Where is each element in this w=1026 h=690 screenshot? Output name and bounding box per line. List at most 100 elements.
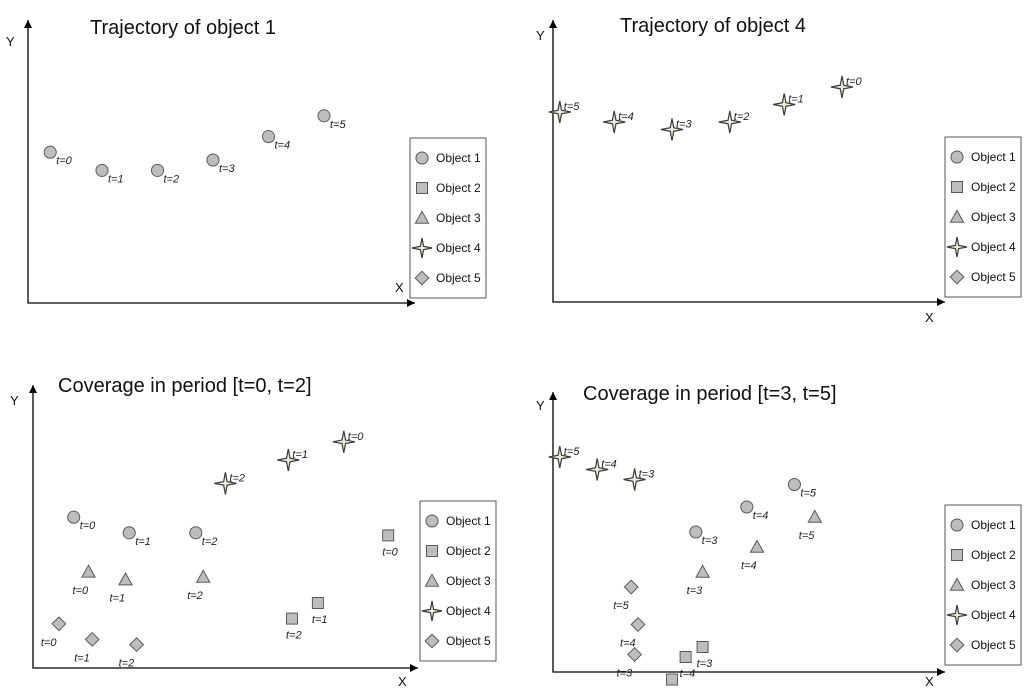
axes	[27, 20, 415, 304]
point-label: t=2	[734, 111, 750, 123]
point-label: t=0	[80, 520, 96, 532]
legend: Object 1 Object 2 Object 3 Object 4 Object 5	[944, 504, 1022, 666]
data-point	[214, 472, 237, 495]
series-object-3: t=3 t=4 t=5	[687, 509, 823, 597]
y-axis-arrow	[29, 385, 37, 393]
legend: Object 1 Object 2 Object 3 Object 4 Object 5	[944, 136, 1022, 298]
point-label: t=2	[202, 536, 218, 548]
data-point	[95, 163, 109, 177]
legend-star-icon	[411, 237, 433, 259]
point-label: t=0	[846, 76, 862, 88]
point-label: t=3	[702, 535, 718, 547]
x-axis-label: X	[925, 674, 934, 689]
legend-entry-label: Object 3	[971, 578, 1016, 592]
data-point	[679, 651, 692, 663]
data-point	[261, 130, 276, 144]
data-point	[189, 526, 203, 540]
legend-entry-label: Object 4	[446, 604, 491, 618]
legend-triangle-icon	[414, 210, 430, 224]
data-point	[660, 118, 684, 141]
series-object-4: t=3 t=4 t=5	[548, 445, 655, 491]
legend-entry-label: Object 2	[971, 180, 1016, 194]
legend-entry-label: Object 1	[436, 151, 481, 165]
point-label: t=5	[564, 101, 580, 113]
data-point	[623, 579, 639, 595]
legend-entry-label: Object 5	[971, 638, 1016, 652]
point-label: t=5	[799, 530, 815, 542]
point-label: t=3	[676, 119, 692, 131]
x-axis-arrow	[407, 299, 415, 307]
axes	[552, 20, 945, 303]
legend-square-icon	[951, 181, 963, 193]
legend-triangle-icon	[949, 577, 965, 591]
data-point	[787, 477, 801, 492]
axes	[32, 385, 418, 669]
data-point	[150, 163, 165, 177]
legend-circle-icon	[950, 518, 964, 532]
point-label: t=0	[56, 155, 72, 167]
data-point	[718, 110, 741, 134]
legend-circle-icon	[415, 151, 429, 165]
legend-entry-label: Object 3	[446, 574, 491, 588]
legend-entry-label: Object 4	[971, 240, 1016, 254]
point-label: t=1	[292, 449, 308, 461]
legend-entry-label: Object 4	[971, 608, 1016, 622]
legend-star-icon	[421, 600, 443, 622]
legend-diamond-icon	[424, 633, 440, 649]
data-point	[118, 571, 133, 586]
point-label: t=1	[108, 173, 124, 185]
chart-panel-4: Coverage in period [t=3, t=5] Y Xt=3 t=4 t=5…	[536, 383, 1022, 689]
point-label: t=4	[618, 111, 634, 123]
point-label: t=4	[275, 140, 291, 152]
data-point	[317, 109, 331, 123]
x-axis-label: X	[395, 280, 404, 295]
y-axis-label: Y	[536, 398, 545, 413]
legend-star-icon	[946, 604, 968, 626]
point-label: t=1	[74, 652, 90, 664]
data-point	[122, 526, 136, 540]
y-axis-arrow	[549, 392, 557, 400]
point-label: t=3	[639, 469, 655, 481]
data-point	[548, 100, 571, 124]
legend-entry-label: Object 5	[436, 271, 481, 285]
point-label: t=2	[286, 630, 302, 642]
point-label: t=3	[617, 668, 633, 680]
series-object-2: t=0 t=1 t=2	[286, 529, 399, 642]
data-point	[382, 529, 395, 542]
data-point	[129, 637, 145, 653]
chart-title: Trajectory of object 4	[620, 15, 806, 37]
legend-entry-label: Object 4	[436, 241, 481, 255]
y-axis-label: Y	[10, 393, 19, 408]
data-point	[623, 468, 646, 491]
point-label: t=4	[601, 459, 617, 471]
chart-panel-2: Trajectory of object 4YXt=0t=1t=2t=3t=4t…	[536, 15, 1022, 325]
legend-diamond-icon	[949, 637, 965, 653]
data-point	[830, 75, 854, 99]
legend-star-icon	[946, 236, 968, 258]
series-object-2: t=3t=4t=5	[666, 641, 713, 686]
y-axis-label: Y	[6, 34, 15, 49]
chart-panel-3: Coverage in period [t=0, t=2] Y Xt=0 t=1 t=2…	[10, 375, 497, 689]
data-point	[206, 153, 220, 167]
point-label: t=5	[613, 600, 629, 612]
x-axis-arrow	[937, 668, 945, 676]
data-point	[84, 631, 100, 647]
series-object-4: t=0 t=1 t=2 t=3 t=4 t=5	[548, 75, 862, 141]
point-label: t=1	[110, 593, 126, 605]
data-point	[773, 93, 796, 116]
legend-triangle-icon	[424, 573, 440, 587]
legend-circle-icon	[950, 150, 964, 164]
point-label: t=4	[620, 638, 636, 650]
chart-title: Coverage in period [t=3, t=5]	[583, 383, 837, 405]
point-label: t=4	[741, 560, 757, 572]
legend-entry-label: Object 2	[436, 181, 481, 195]
data-point	[689, 525, 703, 539]
data-point	[51, 616, 67, 632]
legend-entry-label: Object 2	[446, 544, 491, 558]
data-point	[332, 430, 355, 453]
legend-entry-label: Object 1	[971, 150, 1016, 164]
data-point	[67, 510, 81, 524]
point-label: t=3	[219, 163, 235, 175]
y-axis-arrow	[24, 20, 32, 28]
